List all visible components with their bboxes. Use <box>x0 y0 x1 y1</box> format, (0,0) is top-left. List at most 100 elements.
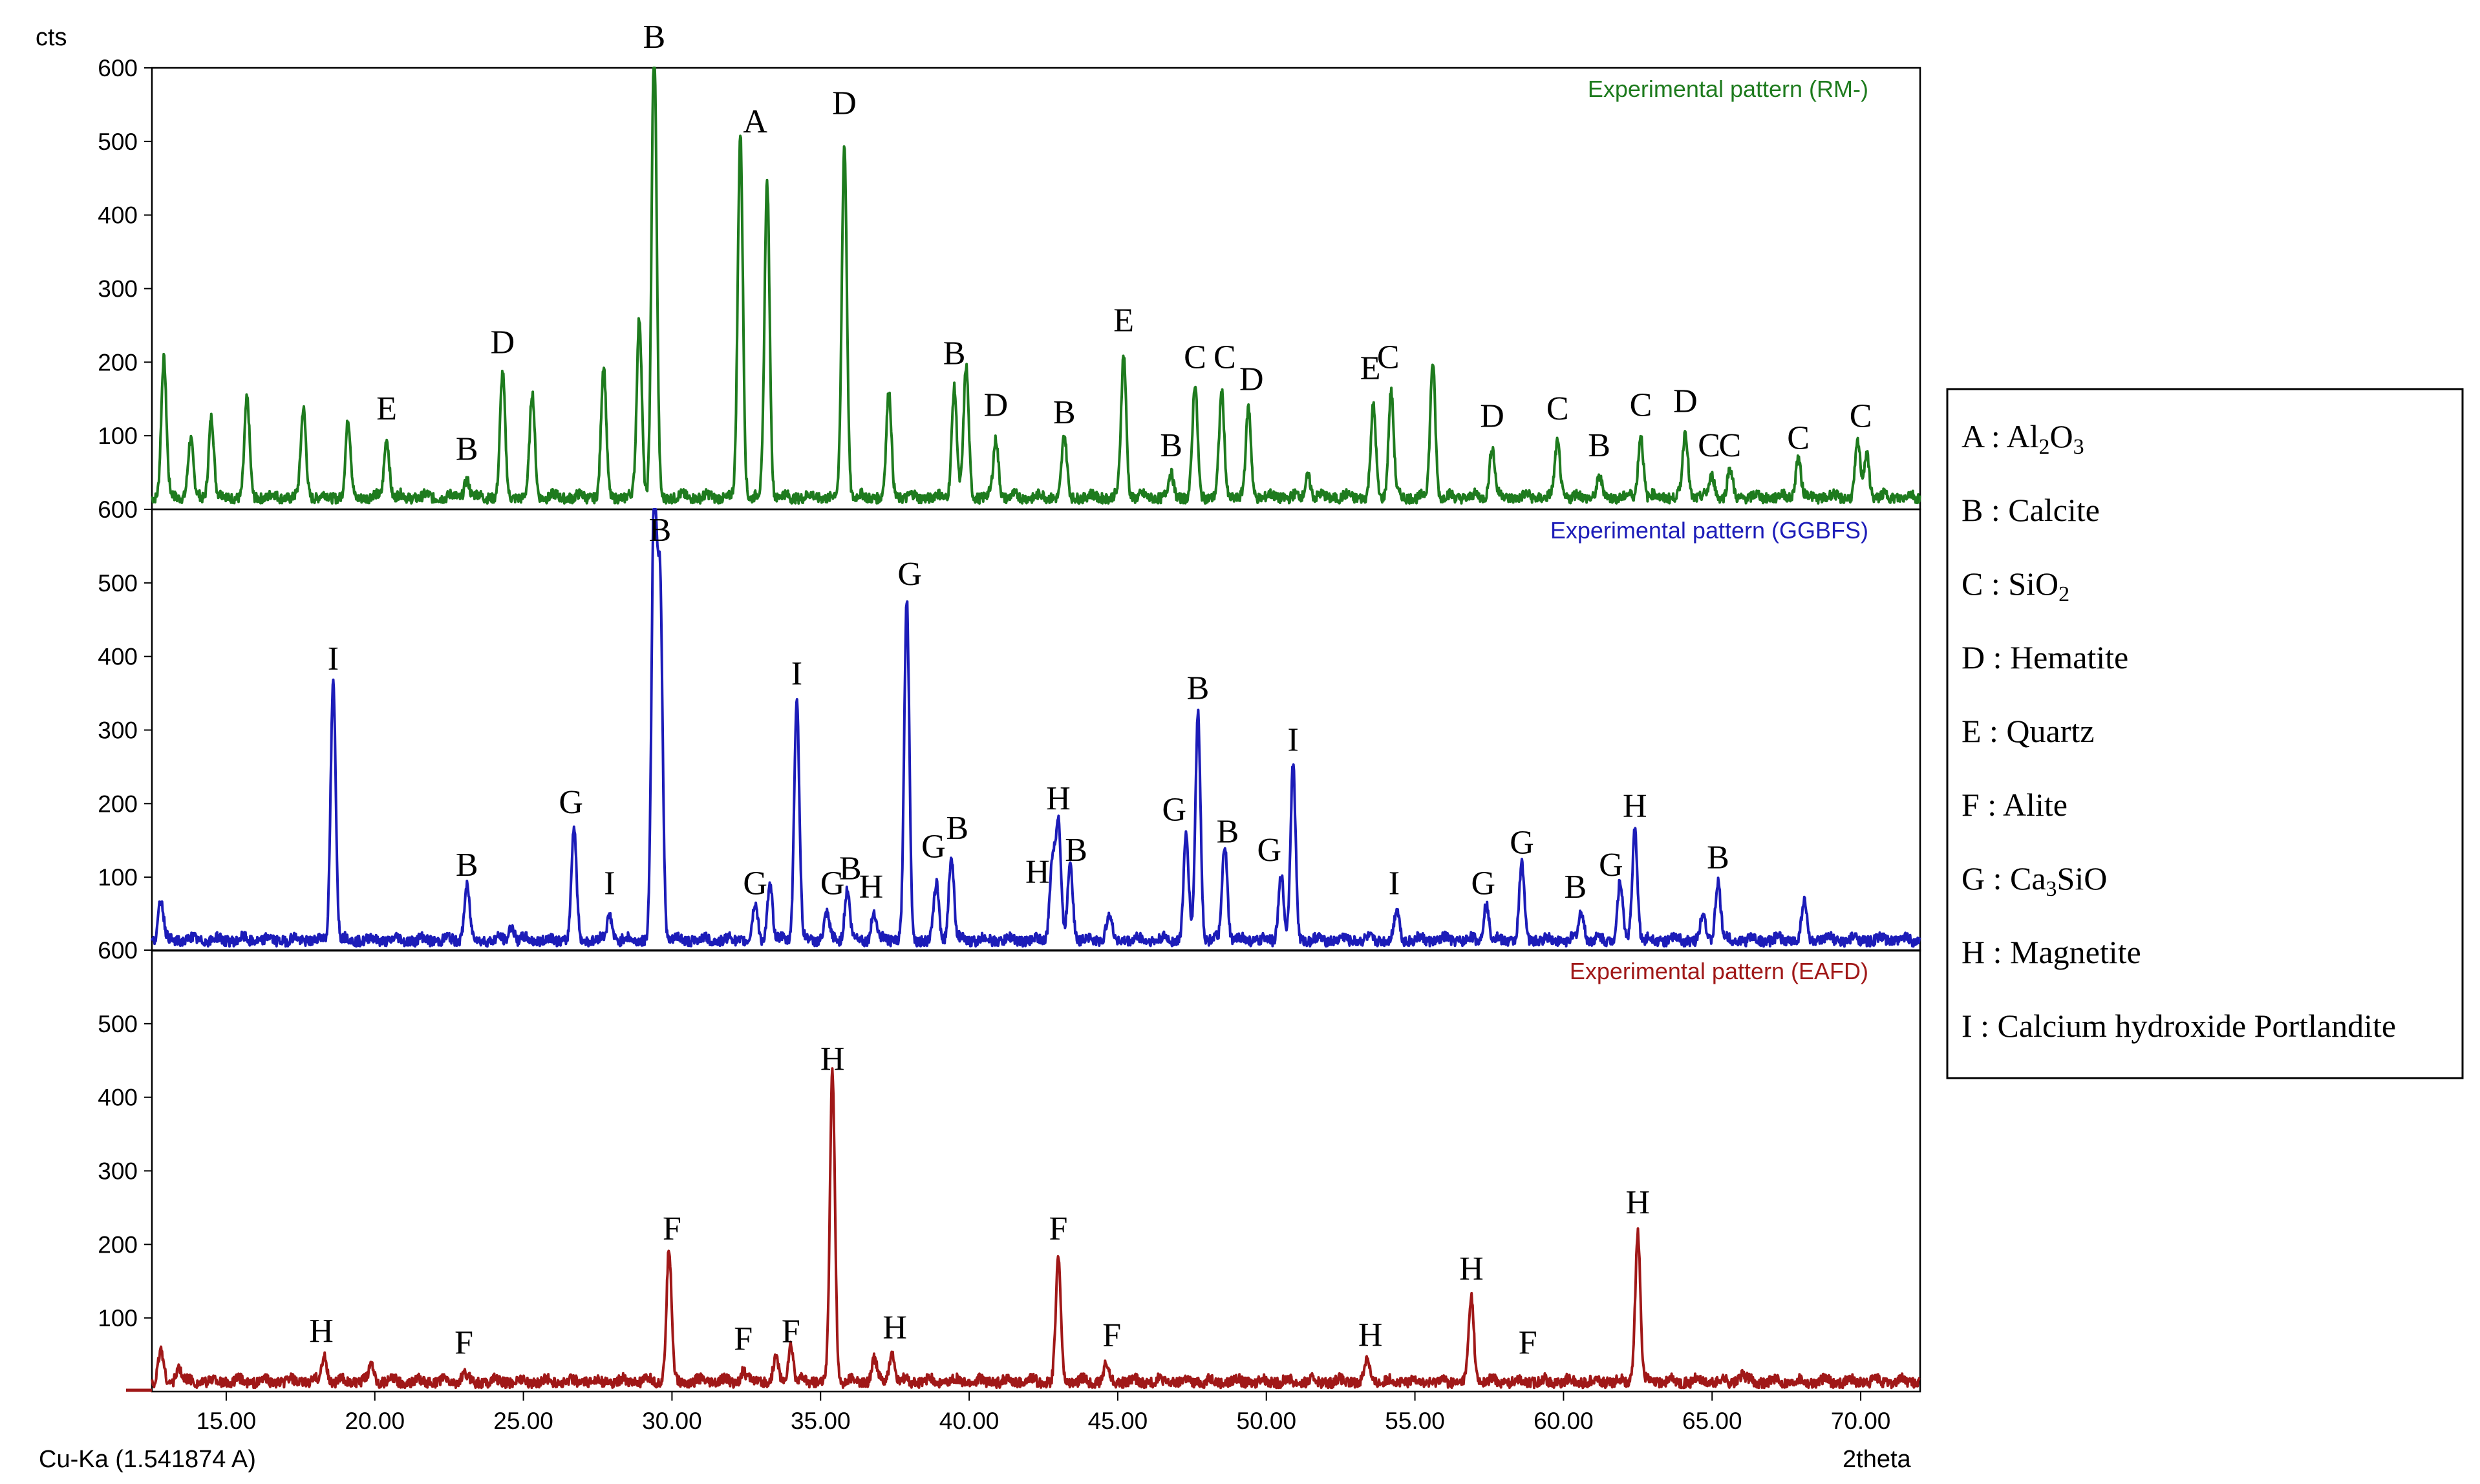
peak-label: B <box>1065 832 1087 869</box>
peak-label: C <box>1213 339 1236 376</box>
peak-label: H <box>1626 1184 1651 1221</box>
peak-label: D <box>832 85 857 122</box>
peak-label: C <box>1630 387 1652 423</box>
peak-label: B <box>1564 869 1587 906</box>
y-tick-label: 400 <box>98 202 138 229</box>
peak-label: D <box>1480 398 1504 434</box>
y-tick-label: 200 <box>98 1231 138 1258</box>
series-line <box>151 508 1921 948</box>
peak-label: C <box>1850 398 1872 434</box>
peak-label: H <box>859 869 884 906</box>
x-tick-label: 40.00 <box>939 1408 999 1434</box>
peak-label: B <box>1053 394 1076 431</box>
peak-label: I <box>791 655 802 692</box>
peak-label: C <box>1184 339 1206 376</box>
peak-label: F <box>1102 1317 1121 1353</box>
y-unit-label: cts <box>36 24 67 51</box>
x-tick-label: 30.00 <box>642 1408 702 1434</box>
panel-1: 100 200 300 400 500 600 Experimental pattern (… <box>98 496 1921 952</box>
peak-label: E <box>1360 350 1381 387</box>
x-tick-label: 15.00 <box>197 1408 257 1434</box>
x-tick-label: 60.00 <box>1534 1408 1594 1434</box>
peak-label: B <box>643 19 665 56</box>
y-tick-label: 100 <box>98 1305 138 1331</box>
peak-label: B <box>946 810 968 847</box>
peak-label: G <box>1162 791 1186 828</box>
peak-label: G <box>897 556 922 593</box>
peak-label: H <box>1025 854 1050 891</box>
peak-label: I <box>1287 721 1298 758</box>
peak-label: B <box>649 512 672 549</box>
peak-label: C <box>1377 339 1400 376</box>
y-tick-label: 600 <box>98 496 138 523</box>
peak-label: B <box>1217 814 1239 851</box>
legend-entry: E : Quartz <box>1962 713 2094 749</box>
x-tick-label: 55.00 <box>1385 1408 1445 1434</box>
peak-label: D <box>1239 361 1264 398</box>
y-tick-label: 300 <box>98 276 138 302</box>
peak-label: B <box>943 335 966 372</box>
peak-label: B <box>456 431 478 468</box>
peak-label: H <box>1358 1317 1383 1353</box>
series-line <box>151 1067 1921 1390</box>
x-axis: 15.00 20.00 25.00 30.00 35.00 40.00 45.00 50.00… <box>126 1388 1890 1434</box>
y-tick-label: 500 <box>98 129 138 155</box>
peak-label: E <box>376 390 397 427</box>
x-tick-label: 35.00 <box>791 1408 851 1434</box>
series-title: Experimental pattern (RM-) <box>1588 76 1868 102</box>
series-title: Experimental pattern (EAFD) <box>1570 958 1868 984</box>
peak-label: C <box>1546 390 1569 427</box>
peak-label: I <box>604 865 615 902</box>
peak-label: D <box>1673 383 1698 420</box>
peak-label: G <box>1471 865 1496 902</box>
y-tick-label: 600 <box>98 937 138 964</box>
x-tick-label: 50.00 <box>1236 1408 1296 1434</box>
peak-label: B <box>1707 839 1729 876</box>
wavelength-label: Cu-Ka (1.541874 A) <box>39 1446 256 1473</box>
legend-entry: C : SiO2 <box>1962 566 2069 606</box>
peak-label: B <box>456 847 478 884</box>
peak-label: C <box>1718 427 1741 464</box>
peak-label: F <box>663 1210 681 1247</box>
peak-label: B <box>1160 427 1182 464</box>
y-tick-label: 100 <box>98 423 138 449</box>
peak-label: D <box>984 387 1009 423</box>
peak-label: G <box>1257 832 1282 869</box>
y-tick-label: 500 <box>98 570 138 597</box>
x-tick-label: 45.00 <box>1088 1408 1148 1434</box>
y-tick-label: 400 <box>98 1085 138 1111</box>
legend-entry: H : Magnetite <box>1962 934 2141 970</box>
legend-entry: A : Al2O3 <box>1962 418 2084 459</box>
peak-label: F <box>734 1320 753 1357</box>
y-tick-label: 500 <box>98 1011 138 1037</box>
peak-label: G <box>1510 825 1534 862</box>
panel-0: 100 200 300 400 500 600 Experimental pattern (… <box>98 19 1921 511</box>
peak-label: H <box>882 1309 907 1346</box>
peak-label: H <box>820 1041 845 1078</box>
peak-label: F <box>454 1324 473 1361</box>
legend-box <box>1946 388 2464 1079</box>
peak-label: I <box>1389 865 1400 902</box>
peak-label: G <box>559 784 583 821</box>
peak-label: C <box>1698 427 1720 464</box>
peak-label: A <box>743 103 767 140</box>
panels-layer: 100 200 300 400 500 600 Experimental pattern (… <box>98 19 1921 1393</box>
x-axis-label: 2theta <box>1843 1446 1912 1473</box>
y-tick-label: 400 <box>98 644 138 670</box>
legend-entry: I : Calcium hydroxide Portlandite <box>1962 1008 2396 1044</box>
x-tick-label: 65.00 <box>1682 1408 1742 1434</box>
peak-label: H <box>1459 1251 1484 1288</box>
peak-label: D <box>491 324 515 361</box>
peak-label: G <box>1599 847 1623 884</box>
peak-label: F <box>1049 1210 1068 1247</box>
y-tick-label: 300 <box>98 717 138 744</box>
legend: A : Al2O3 B : Calcite C : SiO2 D : Hematite… <box>1946 388 2464 1079</box>
peak-label: B <box>1187 670 1210 707</box>
series-title: Experimental pattern (GGBFS) <box>1550 517 1868 544</box>
peak-label: B <box>1588 427 1610 464</box>
y-tick-label: 200 <box>98 349 138 376</box>
legend-entry: G : Ca3SiO <box>1962 860 2107 901</box>
peak-label: H <box>309 1313 334 1350</box>
x-tick-label: 20.00 <box>345 1408 405 1434</box>
peak-label: H <box>1623 788 1647 825</box>
